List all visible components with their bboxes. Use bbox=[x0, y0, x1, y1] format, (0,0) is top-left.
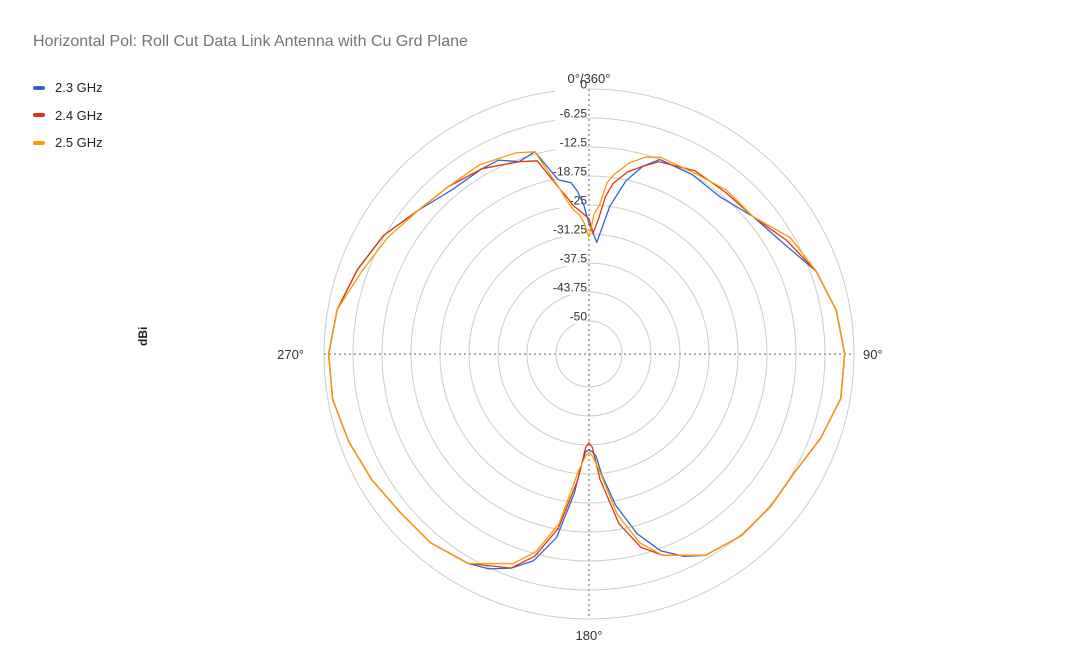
legend-label-2: 2.4 GHz bbox=[55, 107, 103, 123]
legend: 2.3 GHz 2.4 GHz 2.5 GHz bbox=[33, 74, 103, 157]
tick-label-bg bbox=[555, 251, 586, 266]
radial-tick-label: -37.5 bbox=[560, 252, 588, 266]
legend-label-1: 2.3 GHz bbox=[55, 80, 103, 96]
radial-tick-label: -43.75 bbox=[553, 281, 587, 295]
legend-swatch-2 bbox=[33, 113, 45, 118]
radial-tick-label: -18.75 bbox=[553, 165, 587, 179]
legend-item-1[interactable]: 2.3 GHz bbox=[33, 74, 103, 102]
angle-label-180: 180° bbox=[576, 628, 603, 643]
radial-tick-label: -31.25 bbox=[553, 223, 587, 237]
tick-label-bg bbox=[555, 135, 586, 150]
legend-label-3: 2.5 GHz bbox=[55, 135, 103, 151]
series-line-3 bbox=[327, 151, 846, 565]
radial-tick-label: -12.5 bbox=[560, 136, 588, 150]
legend-item-2[interactable]: 2.4 GHz bbox=[33, 102, 103, 130]
angle-label-90: 90° bbox=[863, 347, 883, 362]
radial-tick-label: -6.25 bbox=[560, 107, 588, 121]
chart-title: Horizontal Pol: Roll Cut Data Link Anten… bbox=[33, 33, 468, 50]
angle-label-0: 0°/360° bbox=[568, 71, 611, 86]
legend-item-3[interactable]: 2.5 GHz bbox=[33, 129, 103, 157]
tick-label-bg bbox=[555, 164, 586, 179]
series-line-1 bbox=[327, 151, 846, 570]
legend-swatch-3 bbox=[33, 140, 45, 145]
radial-tick-label: 0 bbox=[580, 78, 587, 92]
tick-label-bg bbox=[555, 309, 586, 324]
tick-label-bg bbox=[555, 77, 586, 92]
radial-tick-label: -50 bbox=[570, 310, 588, 324]
tick-label-bg bbox=[555, 193, 586, 208]
tick-label-bg bbox=[555, 106, 586, 121]
legend-swatch-1 bbox=[33, 85, 45, 90]
angle-label-270: 270° bbox=[277, 347, 304, 362]
tick-label-bg bbox=[555, 222, 586, 237]
tick-label-bg bbox=[555, 280, 586, 295]
series-line-2 bbox=[327, 160, 846, 569]
